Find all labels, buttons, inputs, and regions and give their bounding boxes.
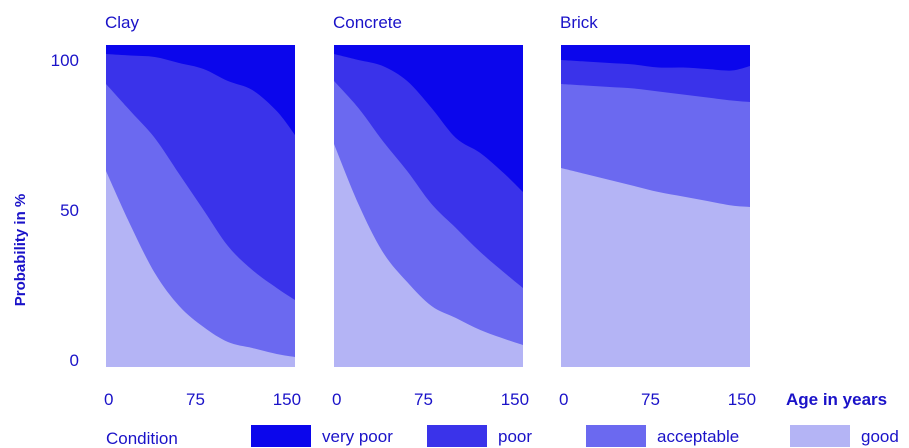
y-tick-label: 50 xyxy=(60,201,79,220)
panel-title: Clay xyxy=(105,13,140,32)
legend-label: acceptable xyxy=(657,427,739,446)
panel-title: Brick xyxy=(560,13,598,32)
area-good xyxy=(106,171,295,367)
legend-item-very-poor: very poor xyxy=(251,425,393,447)
y-axis: 0 50 100 Probability in % xyxy=(12,51,79,370)
panel-clay: Clay 0 75 150 xyxy=(104,13,301,409)
legend-item-acceptable: acceptable xyxy=(586,425,739,447)
y-tick-label: 0 xyxy=(70,351,79,370)
area-good xyxy=(334,144,523,367)
legend-swatch xyxy=(251,425,311,447)
panels: Clay 0 75 150 Concrete 0 75 150 Brick 0 75 150 Age i… xyxy=(104,13,887,409)
y-tick-label: 100 xyxy=(51,51,79,70)
x-tick-label: 150 xyxy=(273,390,301,409)
legend-item-poor: poor xyxy=(427,425,532,447)
areas xyxy=(334,47,523,367)
panel-brick: Brick 0 75 150 xyxy=(559,13,756,409)
legend-label: good xyxy=(861,427,899,446)
x-tick-label: 75 xyxy=(186,390,205,409)
legend-swatch xyxy=(790,425,850,447)
panel-concrete: Concrete 0 75 150 xyxy=(332,13,529,409)
legend-swatch xyxy=(586,425,646,447)
areas xyxy=(106,47,295,367)
area-good xyxy=(561,168,750,367)
legend-label: poor xyxy=(498,427,532,446)
x-tick-label: 150 xyxy=(728,390,756,409)
y-axis-label: Probability in % xyxy=(12,194,29,307)
x-tick-label: 75 xyxy=(414,390,433,409)
x-tick-label: 0 xyxy=(332,390,341,409)
legend-swatch xyxy=(427,425,487,447)
x-tick-label: 150 xyxy=(501,390,529,409)
x-tick-label: 75 xyxy=(641,390,660,409)
legend: Condition very poor poor acceptable good xyxy=(106,425,899,448)
x-axis-label: Age in years xyxy=(786,390,887,409)
x-tick-label: 0 xyxy=(104,390,113,409)
panel-title: Concrete xyxy=(333,13,402,32)
x-tick-label: 0 xyxy=(559,390,568,409)
legend-title: Condition xyxy=(106,429,178,448)
legend-label: very poor xyxy=(322,427,393,446)
areas xyxy=(561,47,750,367)
legend-item-good: good xyxy=(790,425,899,447)
